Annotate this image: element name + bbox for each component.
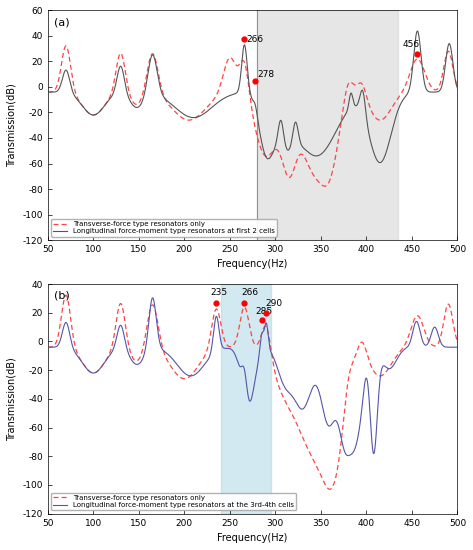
- Y-axis label: Transmission(dB): Transmission(dB): [7, 84, 17, 167]
- Bar: [257, 10, 398, 240]
- Text: (b): (b): [54, 291, 70, 301]
- Bar: [221, 284, 271, 514]
- Text: 266: 266: [246, 35, 263, 45]
- Text: 456: 456: [403, 40, 420, 49]
- Text: 266: 266: [242, 288, 259, 297]
- Legend: Transverse-force type resonators only, Longitudinal force-moment type resonators: Transverse-force type resonators only, L…: [52, 219, 277, 236]
- Text: 285: 285: [255, 306, 272, 316]
- Y-axis label: Transmission(dB): Transmission(dB): [7, 357, 17, 441]
- Text: 290: 290: [265, 299, 282, 309]
- Legend: Transverse-force type resonators only, Longitudinal force-moment type resonators: Transverse-force type resonators only, L…: [52, 493, 296, 510]
- Text: 278: 278: [257, 70, 274, 79]
- Text: (a): (a): [54, 18, 70, 28]
- X-axis label: Frequency(Hz): Frequency(Hz): [218, 533, 288, 543]
- Text: 235: 235: [210, 288, 227, 297]
- X-axis label: Frequency(Hz): Frequency(Hz): [218, 260, 288, 270]
